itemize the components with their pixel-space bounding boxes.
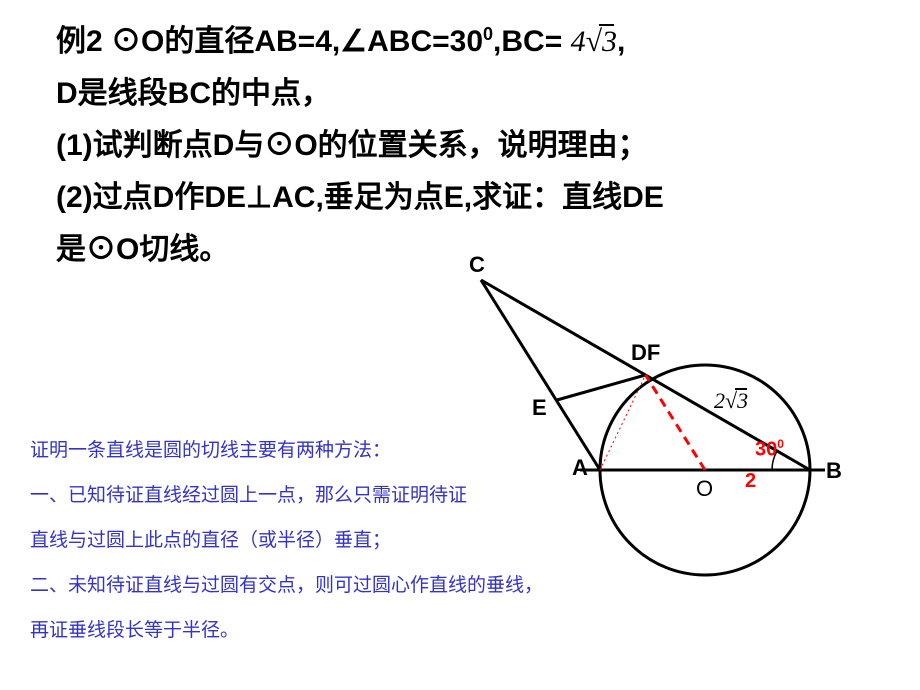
line-AC <box>481 280 600 470</box>
diagram-svg <box>0 0 920 690</box>
page-root: { "text": { "l1a": "例2 ⊙O的直径AB=4,∠ABC=30… <box>0 0 920 690</box>
label-O: O <box>696 476 713 502</box>
label-DF: DF <box>631 340 660 366</box>
label-DBseg-sqrt: √3 <box>725 388 748 414</box>
label-C: C <box>469 252 485 278</box>
label-E: E <box>532 395 547 421</box>
label-OBseg: 2 <box>745 470 756 493</box>
label-angle: 300 <box>755 437 784 462</box>
geometry-diagram <box>0 0 920 690</box>
line-OD <box>646 375 706 470</box>
label-DBseg: 2√3 <box>714 388 748 414</box>
label-A: A <box>572 455 588 481</box>
label-B: B <box>826 458 842 484</box>
